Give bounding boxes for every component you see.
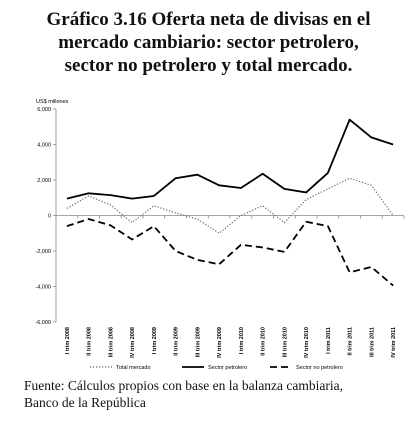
x-tick-label: I trim 2009	[152, 327, 158, 354]
chart-title: Gráfico 3.16 Oferta neta de divisas en e…	[0, 8, 417, 77]
source-note: Fuente: Cálculos propios con base en la …	[24, 377, 404, 411]
chart-series	[66, 118, 394, 287]
x-tick-label: I trim 2011	[326, 327, 332, 354]
legend-label: Sector no petrolero	[296, 365, 343, 371]
source-line-2: Banco de la República	[24, 395, 146, 410]
y-tick-label: 4,000	[37, 143, 51, 149]
x-tick-label: I trim 2010	[239, 327, 245, 354]
y-tick-label: -4,000	[35, 285, 51, 291]
x-tick-label: IV trim 2009	[217, 327, 223, 358]
y-axis-label: US$ millones	[36, 99, 69, 105]
x-tick-label: I trim 2008	[65, 327, 71, 354]
title-line-1: Gráfico 3.16 Oferta neta de divisas en e…	[46, 9, 371, 30]
legend-label: Sector petrolero	[208, 365, 247, 371]
y-tick-label: -2,000	[35, 249, 51, 255]
x-tick-label: II trim 2008	[87, 327, 93, 356]
chart-legend: Total mercado Sector petrolero Sector no p…	[90, 365, 343, 371]
x-tick-label: III trim 2008	[108, 327, 114, 357]
x-tick-label: IV trim 2008	[130, 327, 136, 358]
series-line	[66, 118, 394, 200]
y-tick-label: 0	[48, 214, 51, 220]
x-tick-label: II trim 2009	[174, 327, 180, 356]
y-tick-label: 6,000	[37, 107, 51, 113]
y-tick-label: 2,000	[37, 178, 51, 184]
series-line	[66, 177, 394, 234]
line-chart: US$ millones -6,000 -4,000 -2,000 0 2,000 4,00…	[35, 99, 405, 371]
series-line	[66, 218, 394, 287]
x-tick-label: III trim 2010	[282, 327, 288, 357]
source-line-1: Fuente: Cálculos propios con base en la …	[24, 378, 344, 393]
chart-axes: US$ millones -6,000 -4,000 -2,000 0 2,000 4,00…	[35, 99, 405, 358]
x-tick-label: II trim 2010	[261, 327, 267, 356]
legend-label: Total mercado	[116, 365, 151, 371]
x-tick-label: III trim 2011	[369, 327, 375, 357]
x-tick-label: IV trim 2010	[304, 327, 310, 358]
title-line-2: mercado cambiario: sector petrolero,	[58, 32, 359, 53]
x-tick-label: IV trim 2011	[391, 327, 397, 358]
title-line-3: sector no petrolero y total mercado.	[64, 55, 353, 76]
x-tick-label: III trim 2009	[195, 327, 201, 357]
x-tick-label: II trim 2011	[348, 327, 354, 355]
y-tick-label: -6,000	[35, 320, 51, 326]
